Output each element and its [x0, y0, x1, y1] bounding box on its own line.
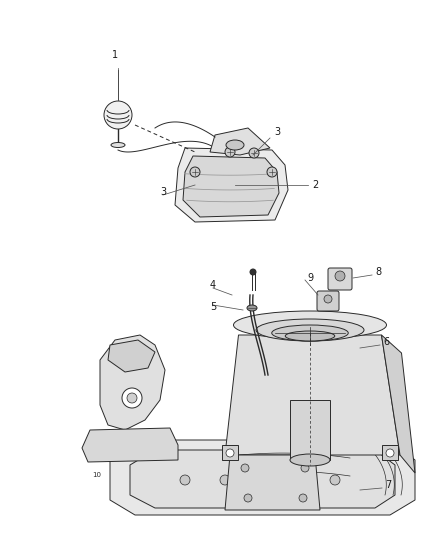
Ellipse shape [285, 331, 335, 341]
Circle shape [225, 147, 235, 157]
Circle shape [220, 475, 230, 485]
Circle shape [180, 475, 190, 485]
Polygon shape [183, 156, 279, 217]
Circle shape [335, 271, 345, 281]
Text: 8: 8 [375, 267, 381, 277]
FancyBboxPatch shape [317, 291, 339, 311]
Circle shape [226, 449, 234, 457]
Text: 4: 4 [210, 280, 216, 290]
Polygon shape [225, 335, 400, 455]
Circle shape [275, 475, 285, 485]
Polygon shape [100, 335, 165, 430]
Polygon shape [130, 450, 395, 508]
Ellipse shape [226, 140, 244, 150]
FancyBboxPatch shape [328, 268, 352, 290]
Circle shape [104, 101, 132, 129]
Polygon shape [110, 440, 415, 515]
Text: 3: 3 [160, 187, 166, 197]
Text: 9: 9 [307, 273, 313, 283]
Text: 3: 3 [274, 127, 280, 137]
Circle shape [249, 148, 259, 158]
Polygon shape [82, 428, 178, 462]
Circle shape [267, 167, 277, 177]
Text: 2: 2 [312, 180, 318, 190]
Polygon shape [222, 445, 238, 460]
Circle shape [330, 475, 340, 485]
Circle shape [299, 494, 307, 502]
Circle shape [250, 269, 256, 275]
Circle shape [127, 393, 137, 403]
Polygon shape [290, 400, 330, 460]
Polygon shape [175, 148, 288, 222]
Text: 1: 1 [112, 50, 118, 60]
Circle shape [301, 464, 309, 472]
Ellipse shape [247, 305, 257, 311]
Circle shape [122, 388, 142, 408]
Text: 7: 7 [385, 480, 391, 490]
Ellipse shape [290, 454, 330, 466]
Ellipse shape [111, 142, 125, 148]
Circle shape [324, 295, 332, 303]
Circle shape [386, 449, 394, 457]
Circle shape [244, 494, 252, 502]
Ellipse shape [256, 319, 364, 341]
Polygon shape [382, 445, 398, 460]
Text: 5: 5 [210, 302, 216, 312]
Ellipse shape [272, 325, 348, 341]
Ellipse shape [233, 311, 386, 339]
Circle shape [241, 464, 249, 472]
Polygon shape [108, 340, 155, 372]
Polygon shape [210, 128, 270, 155]
Text: 10: 10 [92, 472, 102, 478]
Polygon shape [225, 455, 320, 510]
Circle shape [190, 167, 200, 177]
Text: 6: 6 [383, 337, 389, 347]
Polygon shape [381, 335, 415, 473]
